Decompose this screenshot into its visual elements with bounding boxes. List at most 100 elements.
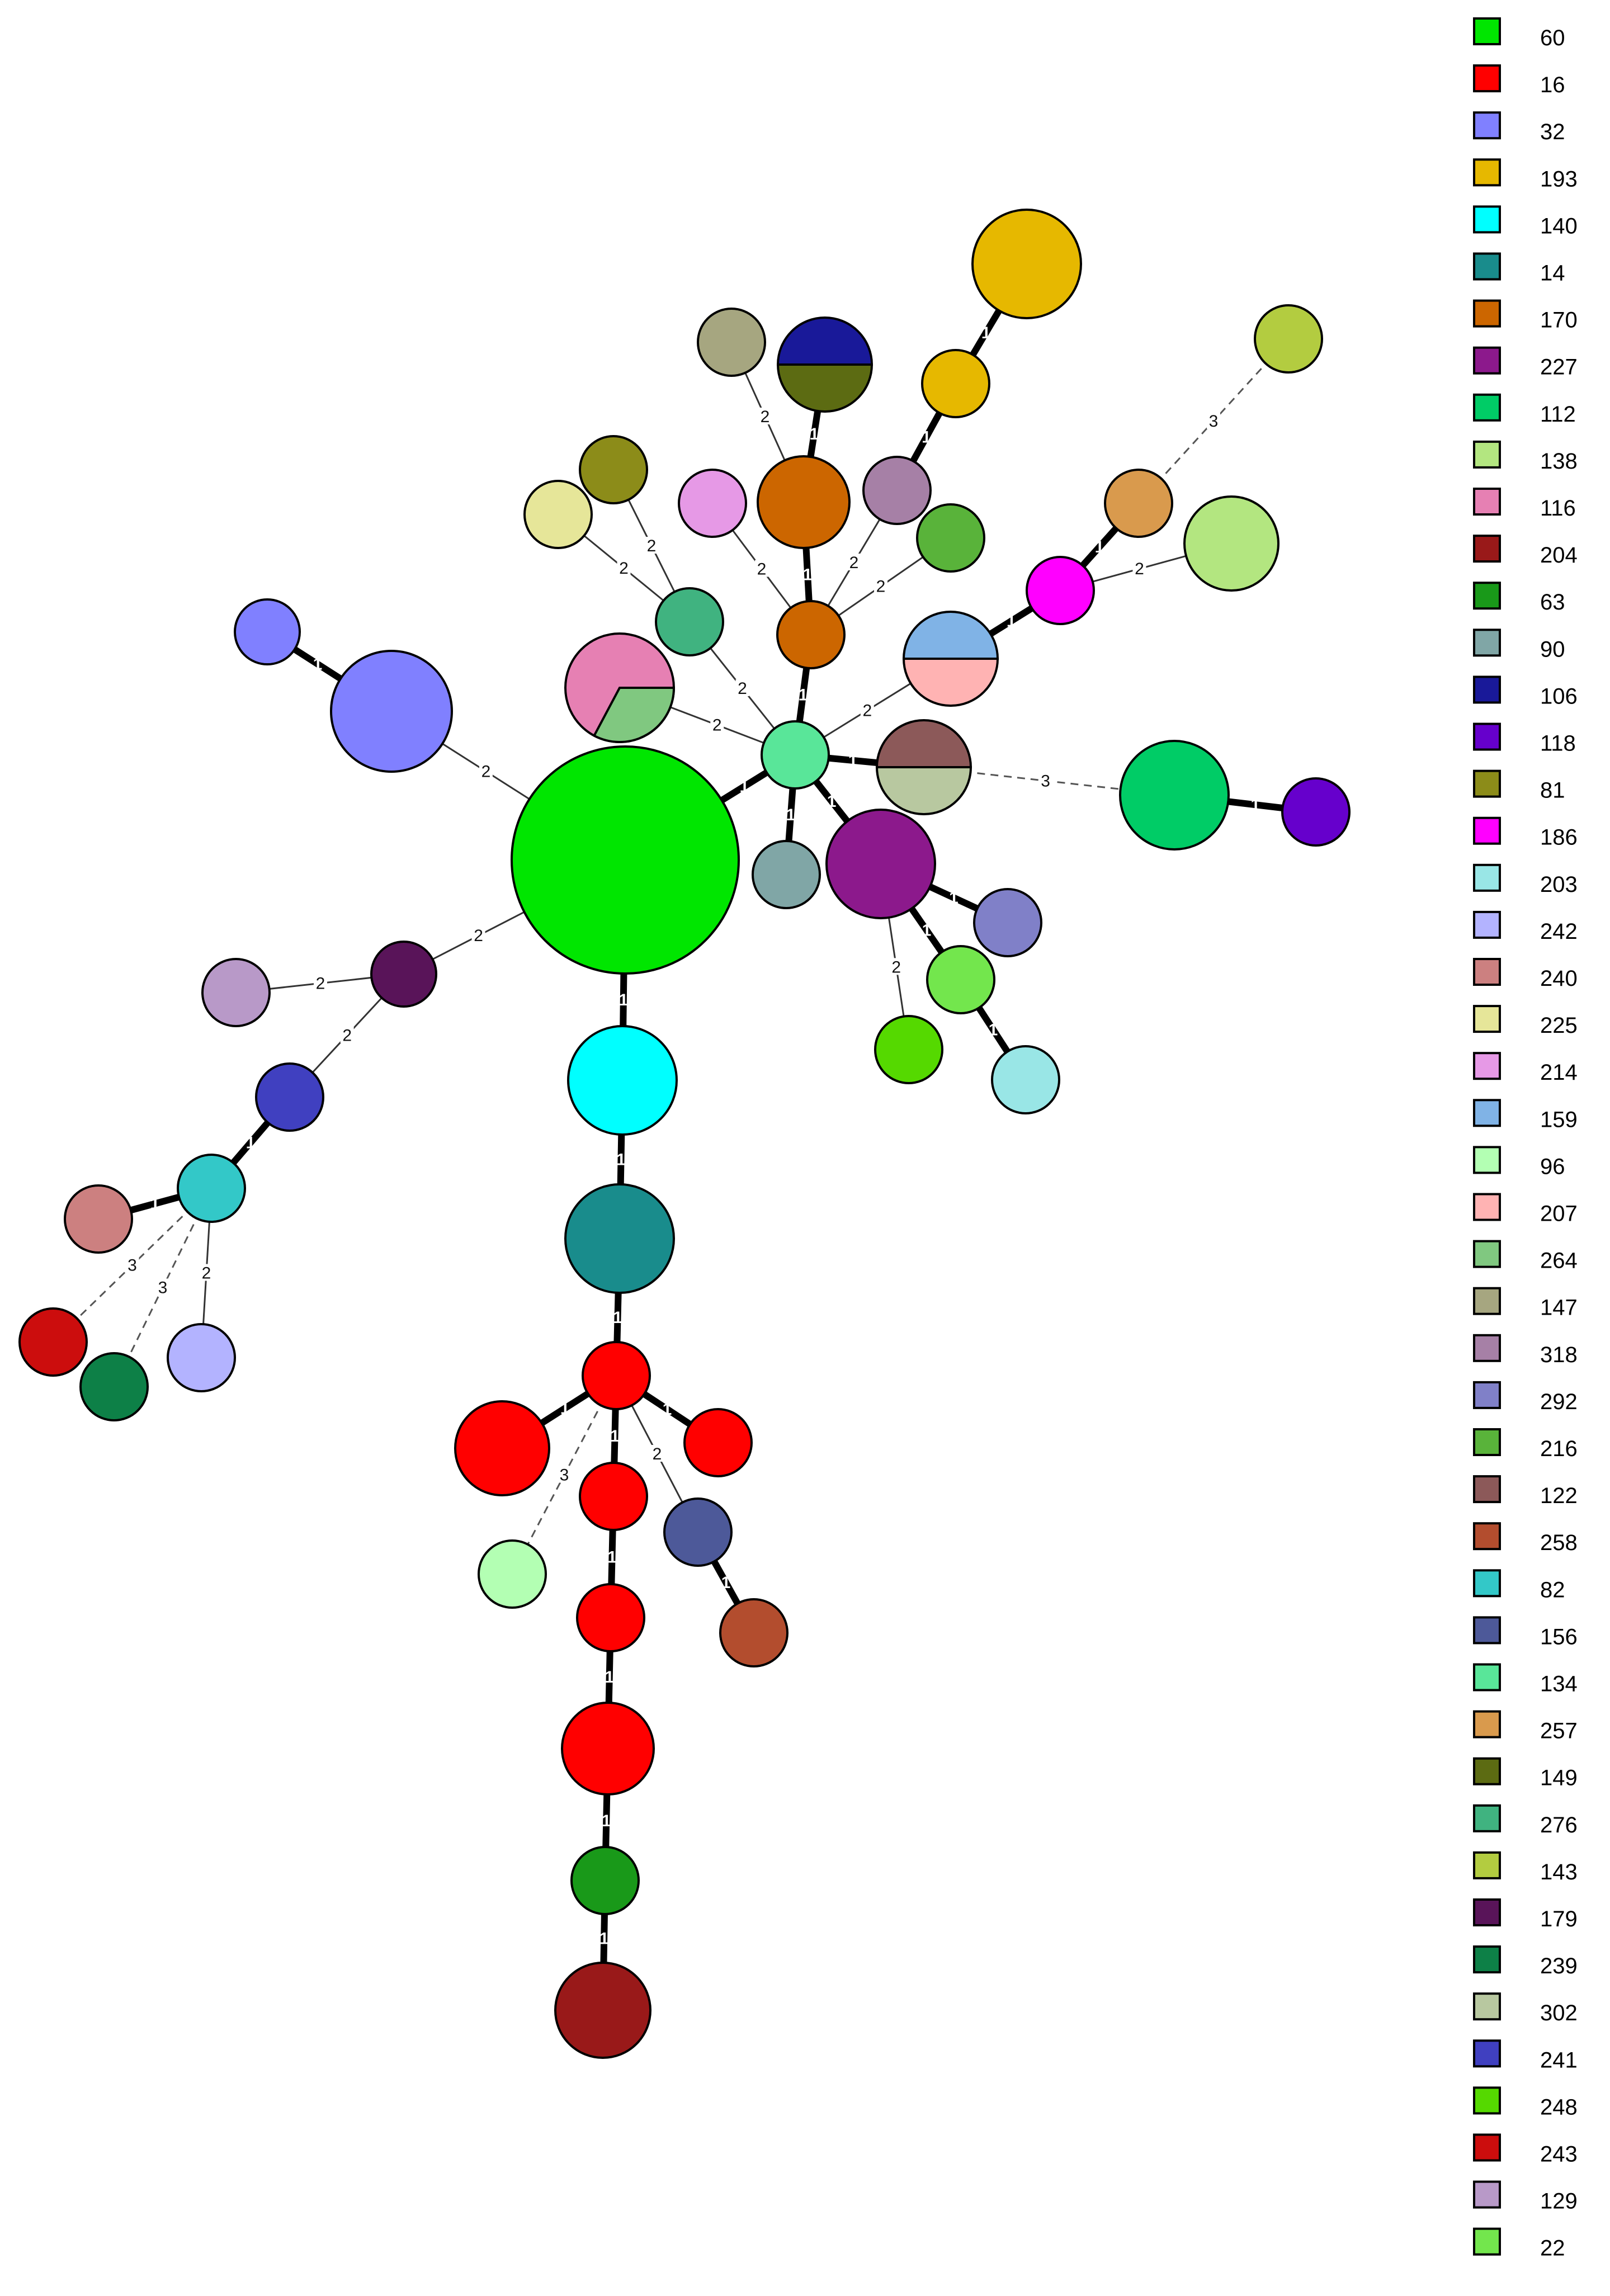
legend-item: 129 (1473, 2180, 1578, 2214)
edge-label: 2 (316, 974, 325, 993)
node-circle (1119, 740, 1230, 851)
node-circle (973, 888, 1042, 957)
node-circle (511, 745, 740, 975)
legend-item: 276 (1473, 1804, 1578, 1837)
legend-item: 106 (1473, 675, 1578, 708)
legend-label: 240 (1540, 966, 1578, 991)
edge-label-background (200, 1264, 213, 1281)
node-n60 (511, 745, 740, 975)
legend-item: 258 (1473, 1522, 1578, 1555)
node-circle (18, 1307, 88, 1377)
legend-item: 248 (1473, 2086, 1578, 2119)
legend-item: 241 (1473, 2039, 1578, 2072)
node-n257 (1104, 469, 1173, 538)
node-circle (567, 1025, 678, 1136)
legend-swatch (1473, 64, 1501, 93)
node-circle (64, 1184, 133, 1254)
legend-swatch (1473, 346, 1501, 375)
legend-swatch (1473, 1146, 1501, 1174)
legend-label: 179 (1540, 1907, 1578, 1931)
legend-swatch (1473, 488, 1501, 516)
legend-item: 170 (1473, 299, 1578, 333)
legend-item: 225 (1473, 1005, 1578, 1038)
legend-label: 216 (1540, 1437, 1578, 1461)
node-circle (167, 1323, 236, 1392)
legend-label: 248 (1540, 2095, 1578, 2119)
node-circle (655, 587, 724, 656)
node-circle (370, 941, 437, 1008)
legend-item: 242 (1473, 910, 1578, 944)
edge-label-background (1038, 772, 1052, 789)
legend-item: 32 (1473, 111, 1565, 144)
node-circle (579, 1462, 648, 1531)
legend-label: 60 (1540, 26, 1565, 50)
legend-label: 239 (1540, 1954, 1578, 1978)
edge-label: 2 (891, 958, 901, 976)
node-n118 (1281, 777, 1351, 847)
legend-item: 118 (1473, 722, 1576, 756)
node-circle (564, 1183, 675, 1294)
edge-label: 3 (158, 1279, 168, 1297)
edge-label: 1 (981, 324, 991, 342)
legend-swatch (1473, 769, 1501, 798)
edge-label-background (156, 1278, 169, 1296)
edge-label-background (617, 559, 631, 576)
legend-swatch (1473, 1851, 1501, 1879)
legend-swatch (1473, 1052, 1501, 1080)
legend-swatch (1473, 1569, 1501, 1598)
node-n193 (971, 209, 1082, 319)
node-n16d (579, 1462, 648, 1531)
legend-item: 203 (1473, 863, 1578, 897)
node-n239 (79, 1352, 149, 1421)
legend-label: 258 (1540, 1530, 1578, 1555)
edge-label: 1 (313, 655, 323, 674)
node-n240 (64, 1184, 133, 1254)
legend-swatch (1473, 252, 1501, 281)
node-n276 (655, 587, 724, 656)
node-n16a (582, 1341, 651, 1410)
legend-swatch (1473, 1522, 1501, 1551)
edge-label: 1 (150, 1195, 160, 1213)
legend-label: 241 (1540, 2048, 1578, 2072)
legend-item: 134 (1473, 1663, 1578, 1697)
legend-item: 292 (1473, 1381, 1578, 1414)
legend-item: 186 (1473, 816, 1578, 850)
legend-swatch (1473, 1663, 1501, 1692)
edge-label: 1 (599, 1930, 609, 1948)
node-n32s (234, 598, 301, 665)
node-circle (454, 1400, 550, 1496)
legend-label: 186 (1540, 825, 1578, 850)
legend-swatch (1473, 582, 1501, 610)
edge-label: 2 (647, 537, 657, 555)
edge-label-background (1132, 560, 1146, 577)
edge-label: 2 (849, 554, 859, 572)
node-top-half (776, 316, 874, 366)
edge-label-background (340, 1026, 354, 1043)
edge-label: 1 (560, 1400, 570, 1418)
edge-label: 2 (481, 762, 491, 781)
edge-label: 1 (663, 1400, 672, 1419)
node-n90 (752, 840, 821, 909)
legend-item: 116 (1473, 488, 1576, 521)
edge-label: 2 (862, 701, 872, 720)
legend-item: 81 (1473, 769, 1565, 803)
edge-label: 1 (607, 1548, 617, 1567)
legend-swatch (1473, 535, 1501, 563)
node-circle (1183, 495, 1279, 592)
legend-label: 122 (1540, 1484, 1578, 1508)
legend-item: 16 (1473, 64, 1565, 97)
legend-item: 138 (1473, 440, 1578, 474)
legend-item: 22 (1473, 2227, 1565, 2261)
legend-label: 129 (1540, 2189, 1578, 2214)
legend-label: 82 (1540, 1577, 1565, 1602)
legend-swatch (1473, 958, 1501, 986)
node-n143 (1254, 304, 1323, 374)
edge-label: 1 (949, 889, 959, 907)
node-bottom-half (902, 658, 999, 707)
edge-label-background (847, 554, 861, 570)
edge-label: 1 (1007, 612, 1016, 631)
legend-swatch (1473, 440, 1501, 469)
legend-label: 302 (1540, 2001, 1578, 2025)
legend-item: 82 (1473, 1569, 1565, 1602)
